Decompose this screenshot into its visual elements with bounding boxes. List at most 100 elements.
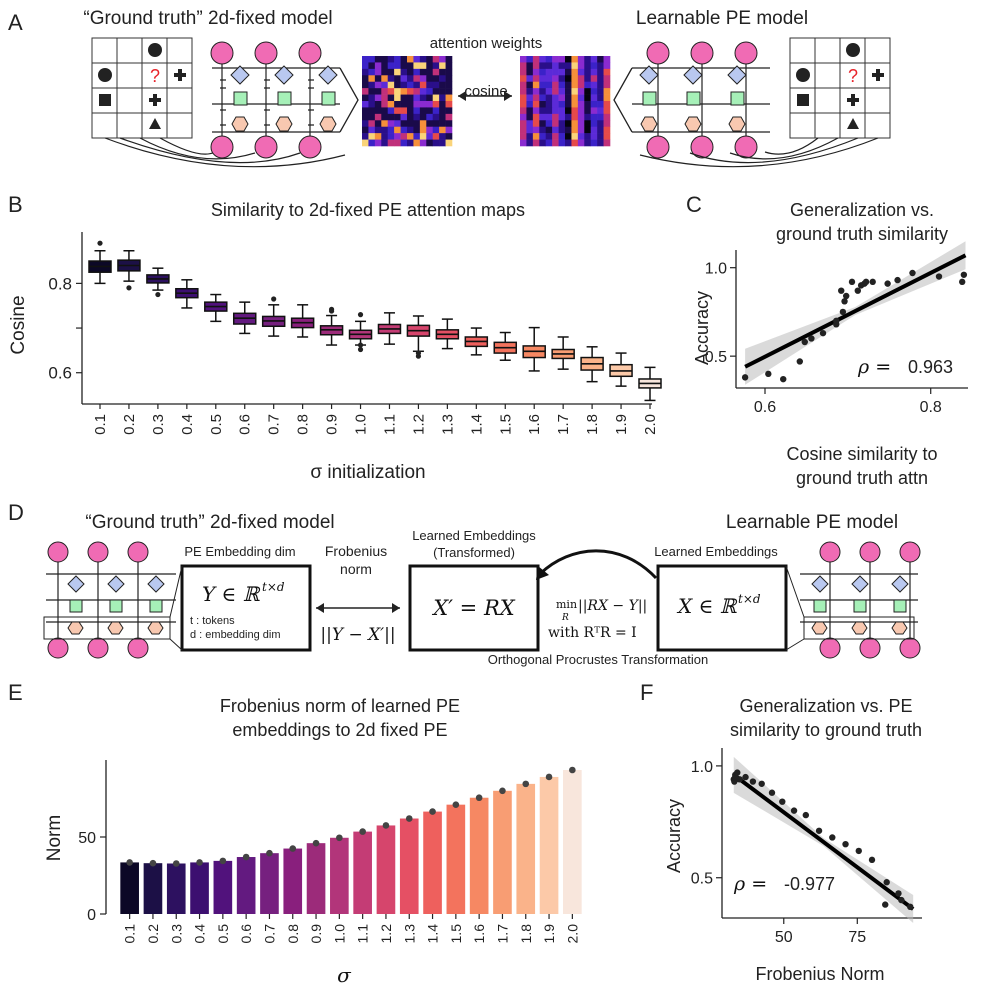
heatmap-cell <box>552 107 559 115</box>
heatmap-cell <box>552 126 559 134</box>
chart-e-mean-point <box>359 828 366 835</box>
heatmap-cell <box>439 101 446 108</box>
chart-c-point <box>843 292 850 300</box>
heatmap-cell <box>603 139 611 147</box>
heatmap-cell <box>413 107 421 115</box>
heatmap-cell <box>374 81 382 89</box>
learned-embeddings-label: Learned Embeddings <box>654 544 778 559</box>
chart-f-point <box>898 896 905 904</box>
heatmap-cell <box>603 120 611 128</box>
heatmap-cell <box>545 120 553 128</box>
heatmap-cell <box>584 62 592 70</box>
heatmap-cell <box>362 120 369 128</box>
chart-b-box-0.3 <box>146 267 170 298</box>
heatmap-cell <box>558 113 566 121</box>
heatmap-cell <box>558 133 566 140</box>
heatmap-cell <box>597 88 604 95</box>
heatmap-cell <box>603 133 611 140</box>
chart-b-title: Similarity to 2d-fixed PE attention maps <box>211 200 525 220</box>
heatmap-cell <box>520 107 527 115</box>
min-expression: ||RX − Y|| <box>578 598 647 614</box>
heatmap-cell <box>552 133 559 140</box>
heatmap-cell <box>381 56 389 63</box>
panel-a: “Ground truth” 2d-fixed model Learnable … <box>83 8 891 168</box>
chart-b-box-1.4 <box>464 327 489 356</box>
heatmap-cell <box>387 133 395 140</box>
heatmap-cell <box>432 113 440 121</box>
chart-b-outlier <box>126 285 132 291</box>
heatmap-cell <box>374 56 382 63</box>
heatmap-cell <box>362 75 369 83</box>
heatmap-cell <box>394 101 401 108</box>
heatmap-cell <box>603 107 611 115</box>
heatmap-cell <box>545 88 553 95</box>
heatmap-cell <box>400 120 408 128</box>
heatmap-cell <box>526 88 534 95</box>
heatmap-cell <box>597 75 604 83</box>
heatmap-cell <box>419 62 427 70</box>
heatmap-cell <box>565 133 572 140</box>
heatmap-cell <box>552 113 559 121</box>
right-transformer-diagram <box>632 41 770 159</box>
heatmap-cell <box>362 113 369 121</box>
heatmap-cell <box>413 56 421 63</box>
heatmap-cell <box>374 107 382 115</box>
chart-e-bar-1.7 <box>493 790 512 914</box>
heatmap-cell <box>426 101 434 108</box>
heatmap-cell <box>539 133 547 140</box>
chart-b-outlier <box>155 291 161 298</box>
heatmap-cell <box>526 113 534 121</box>
heatmap-cell <box>407 133 414 140</box>
heatmap-cell <box>558 120 566 128</box>
heatmap-cell <box>439 94 446 102</box>
heatmap-cell <box>374 62 382 70</box>
heatmap-cell <box>532 139 540 147</box>
heatmap-cell <box>571 101 579 108</box>
chart-b-x-tick-label: 0.1 <box>92 414 109 435</box>
heatmap-cell <box>526 101 534 108</box>
heatmap-cell <box>571 139 579 147</box>
heatmap-cell <box>432 75 440 83</box>
heatmap-cell <box>381 126 389 134</box>
heatmap-cell <box>413 126 421 134</box>
chart-f-point <box>758 780 765 787</box>
cross-shape-icon <box>174 69 186 81</box>
heatmap-cell <box>590 56 598 63</box>
chart-e-x-tick-label: 0.4 <box>192 924 208 944</box>
heatmap-cell <box>419 88 427 95</box>
chart-b-outlier <box>97 240 103 246</box>
heatmap-cell <box>407 56 414 63</box>
chart-e-bar-0.5 <box>213 860 233 914</box>
heatmap-cell <box>590 81 598 89</box>
heatmap-cell <box>584 56 592 63</box>
heatmap-cell <box>400 139 408 147</box>
heatmap-cell <box>394 56 401 63</box>
heatmap-cell <box>362 62 369 70</box>
chart-c-point <box>894 276 901 284</box>
circle-shape-icon <box>796 68 810 82</box>
heatmap-cell <box>526 107 534 115</box>
chart-c-y-tick-label: 0.5 <box>705 349 727 366</box>
chart-e-x-tick-label: 1.4 <box>425 924 441 944</box>
heatmap-cell <box>368 133 376 140</box>
heatmap-cell <box>577 56 585 63</box>
frobenius-label-1: Frobenius <box>325 543 387 559</box>
chart-b-x-tick-label: 0.7 <box>266 414 283 435</box>
x-formula: X ∈ ℝ <box>676 594 738 618</box>
chart-e-mean-point <box>452 801 460 808</box>
heatmap-cell <box>394 62 401 70</box>
heatmap-cell <box>387 101 395 108</box>
heatmap-cell <box>603 75 611 83</box>
heatmap-cell <box>426 81 434 89</box>
cross-shape-icon <box>847 94 859 106</box>
right-puzzle-grid: ? <box>639 37 891 168</box>
heatmap-cell <box>558 139 566 147</box>
chart-e-x-tick-label: 1.3 <box>401 924 417 944</box>
heatmap-cell <box>407 94 414 102</box>
chart-e-x-tick-label: 2.0 <box>564 924 580 944</box>
heatmap-cell <box>419 94 427 102</box>
heatmap-cell <box>419 101 427 108</box>
heatmap-cell <box>545 139 553 147</box>
heatmap-cell <box>597 107 604 115</box>
chart-c-fit-line <box>744 253 967 369</box>
